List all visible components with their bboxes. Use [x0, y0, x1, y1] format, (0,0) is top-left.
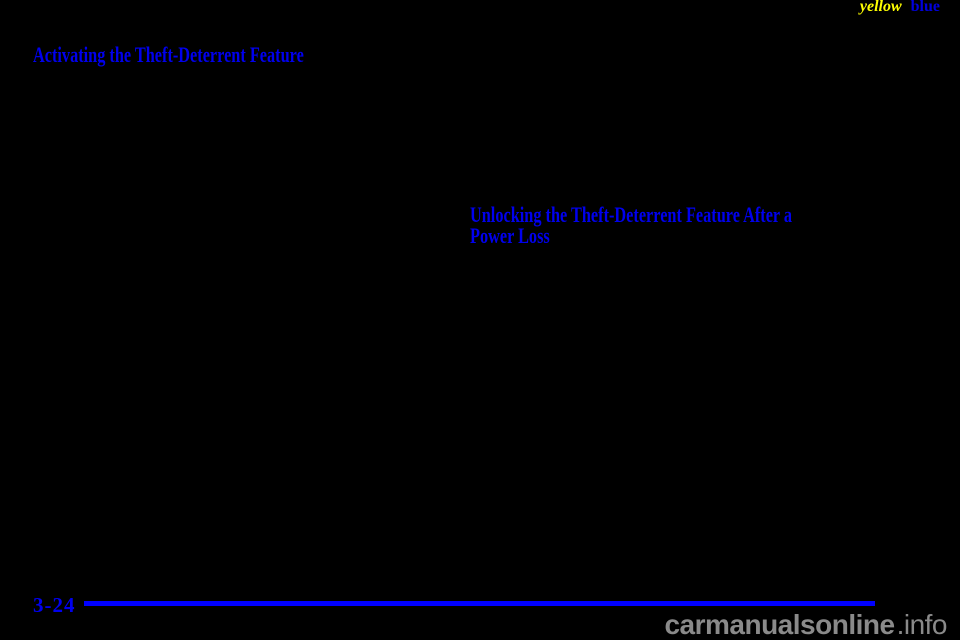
heading-unlocking-line-1: Unlocking the Theft-Deterrent Feature Af…: [470, 202, 793, 227]
footer-divider-rule: [84, 601, 875, 606]
watermark-site-name: carmanualsonline: [664, 609, 895, 640]
heading-unlocking-line-2: Power Loss: [470, 223, 550, 248]
section-heading-unlocking-theft-deterrent: Unlocking the Theft-Deterrent Feature Af…: [470, 202, 793, 248]
watermark: carmanualsonline.info: [664, 609, 947, 640]
yellow-tag-label: yellow: [859, 0, 902, 15]
watermark-tld: .info: [896, 609, 948, 640]
page-number: 3-24: [33, 593, 76, 617]
section-heading-activating-theft-deterrent: Activating the Theft-Deterrent Feature: [33, 42, 304, 67]
corner-color-tags: yellow blue: [860, 0, 940, 16]
blue-tag-label: blue: [910, 0, 940, 15]
